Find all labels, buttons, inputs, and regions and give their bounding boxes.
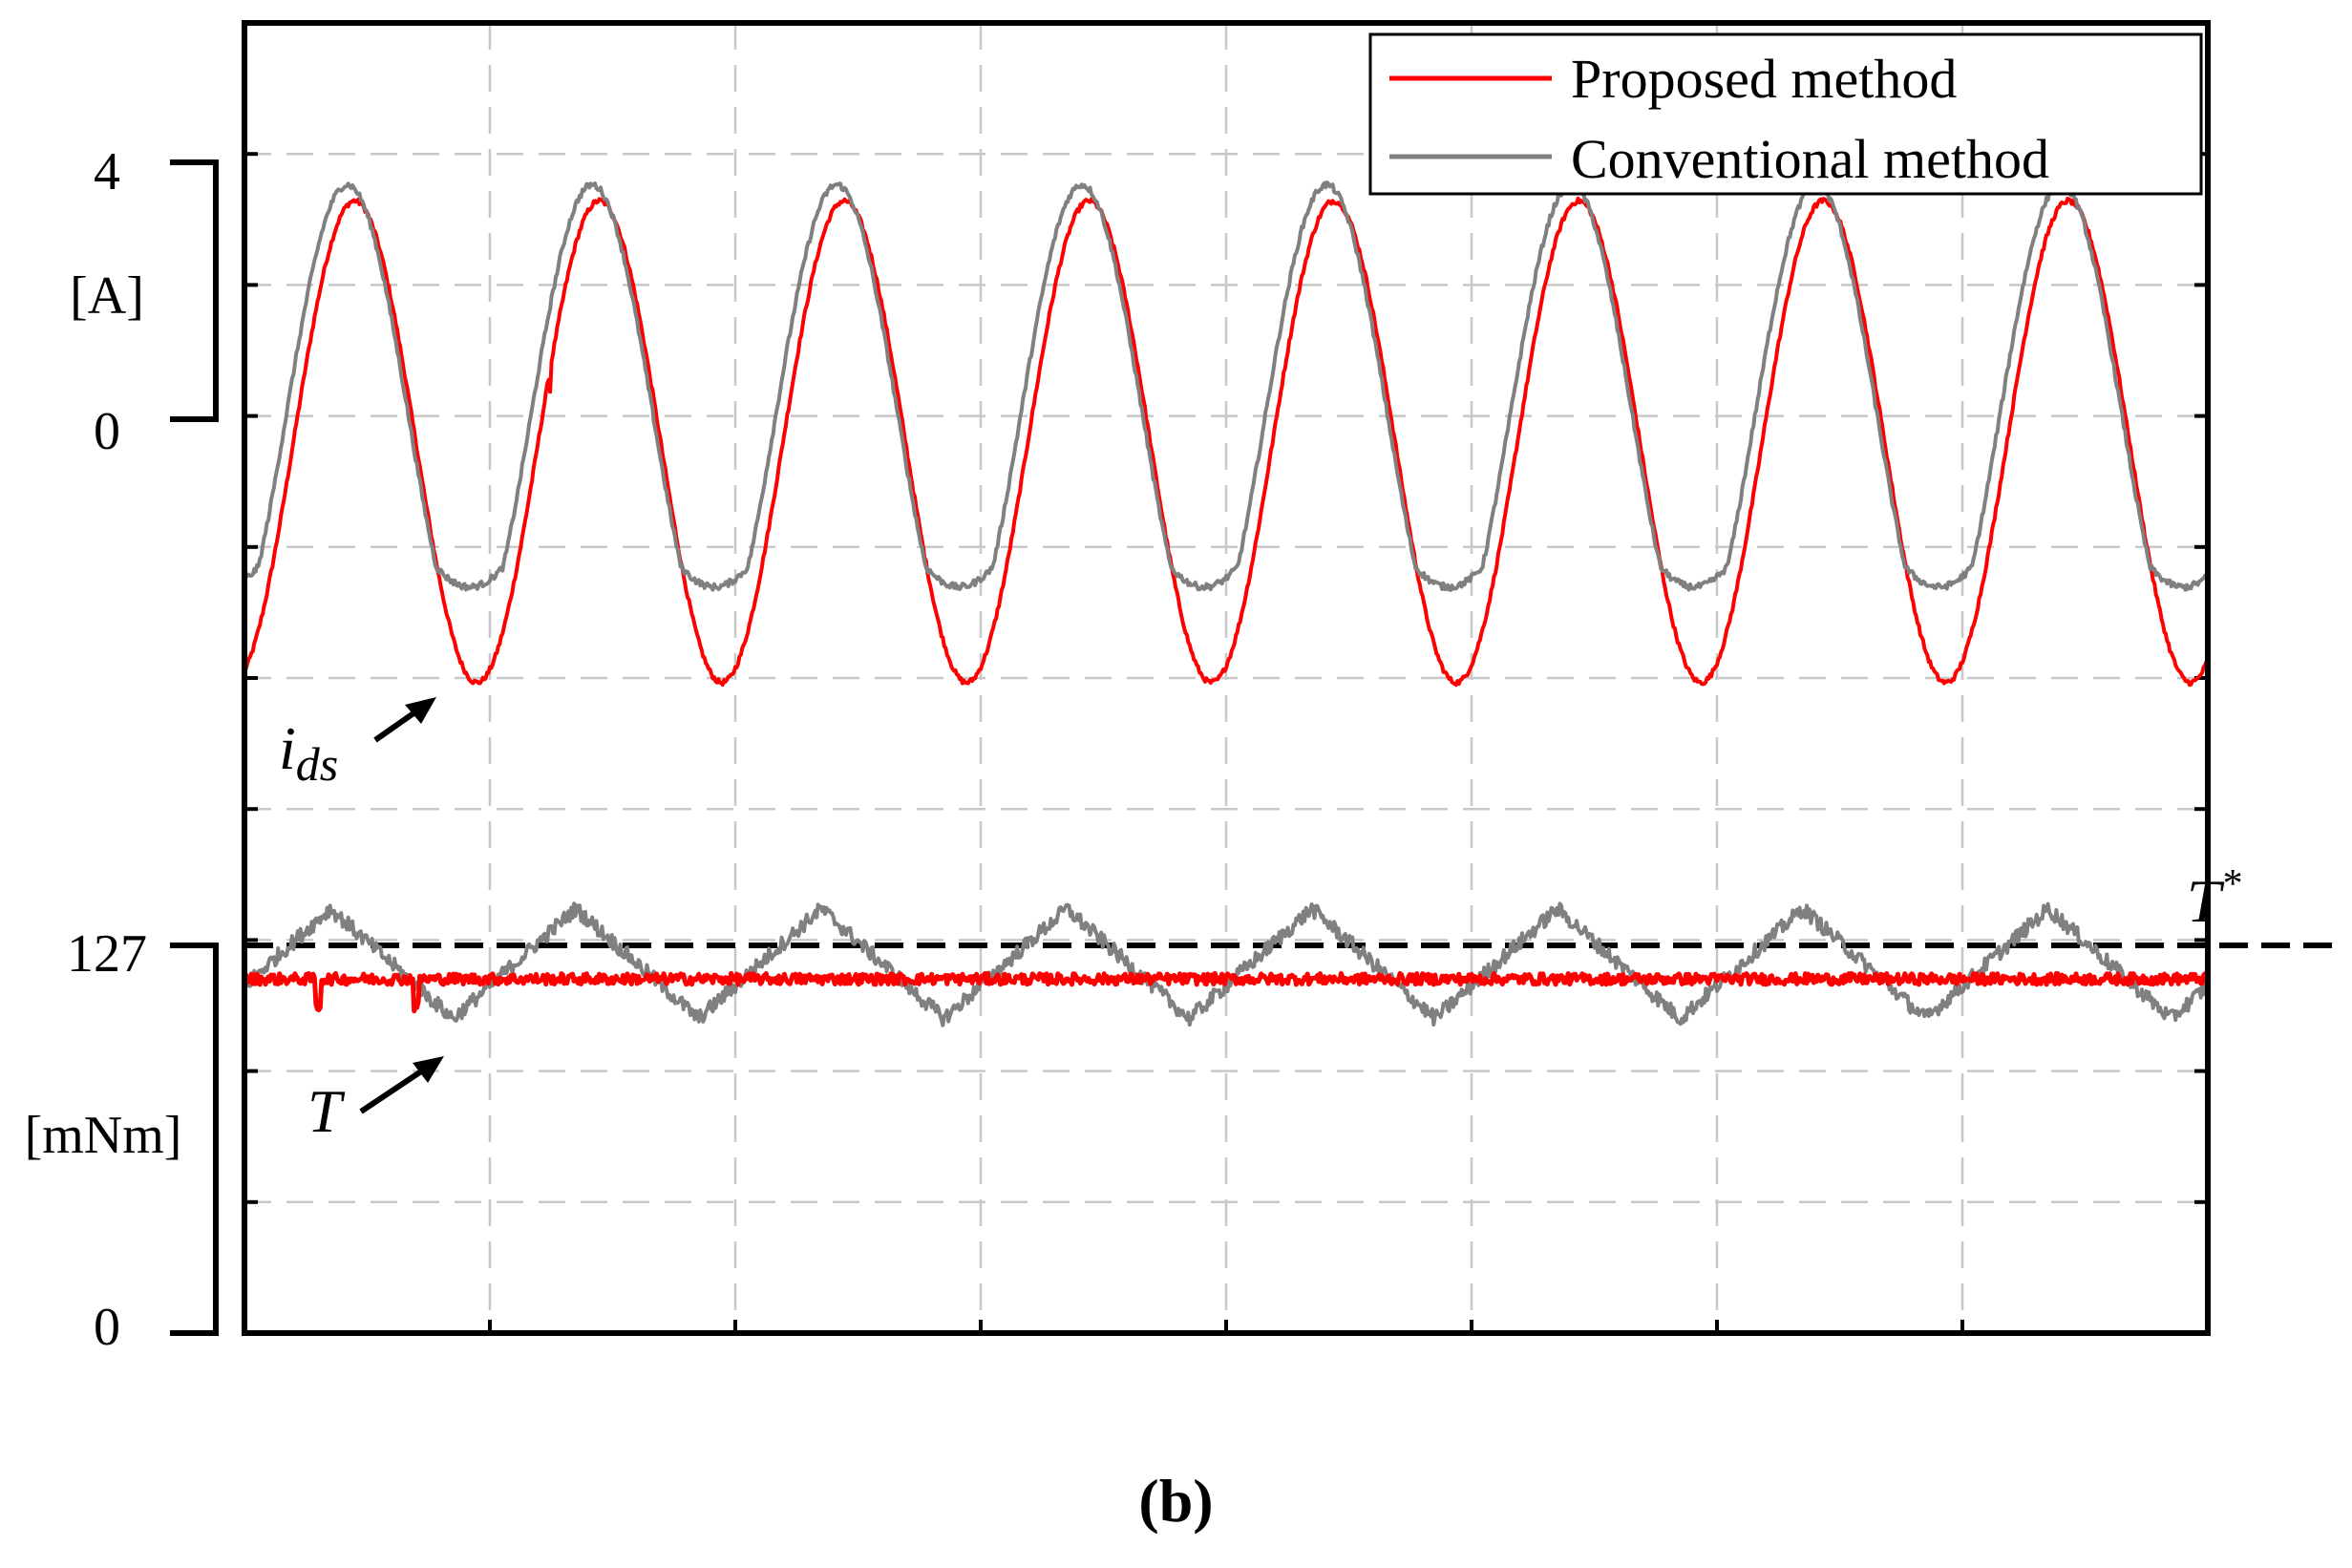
torque-axis-bracket xyxy=(170,943,219,1336)
figure-caption: (b) xyxy=(1138,1467,1214,1535)
torque-signal-label: T xyxy=(307,1077,346,1145)
current-signal-main: i xyxy=(279,714,296,782)
torque-series-proposed xyxy=(242,970,2210,1014)
current-tick-4: 4 xyxy=(94,142,120,201)
torque-unit-label: [mNm] xyxy=(25,1106,182,1165)
torque-tick-127: 127 xyxy=(67,924,147,984)
axis-brackets xyxy=(170,159,219,1336)
current-signal-label: ids xyxy=(279,714,338,791)
current-unit-label: [A] xyxy=(70,266,144,326)
legend-box xyxy=(1368,32,2203,196)
current-tick-0: 0 xyxy=(94,402,120,461)
torque-arrow-icon xyxy=(359,1056,444,1114)
current-arrow-icon xyxy=(373,697,436,743)
current-series-conventional xyxy=(243,180,2209,592)
torque-reference-sup: * xyxy=(2221,862,2241,906)
legend: Proposed method Conventional method xyxy=(1368,32,2203,196)
plot-frame xyxy=(242,20,2211,1336)
grid-lines xyxy=(244,23,2208,1333)
current-signal-sub: ds xyxy=(296,737,338,791)
torque-reference-label: T* xyxy=(2187,862,2241,935)
chart-series xyxy=(242,180,2210,1028)
torque-reference-main: T xyxy=(2187,867,2225,935)
torque-tick-0: 0 xyxy=(94,1298,120,1357)
current-series-proposed xyxy=(243,196,2210,688)
current-axis-bracket xyxy=(170,159,219,422)
legend-label-conventional: Conventional method xyxy=(1571,128,2049,190)
legend-label-proposed: Proposed method xyxy=(1571,48,1957,110)
